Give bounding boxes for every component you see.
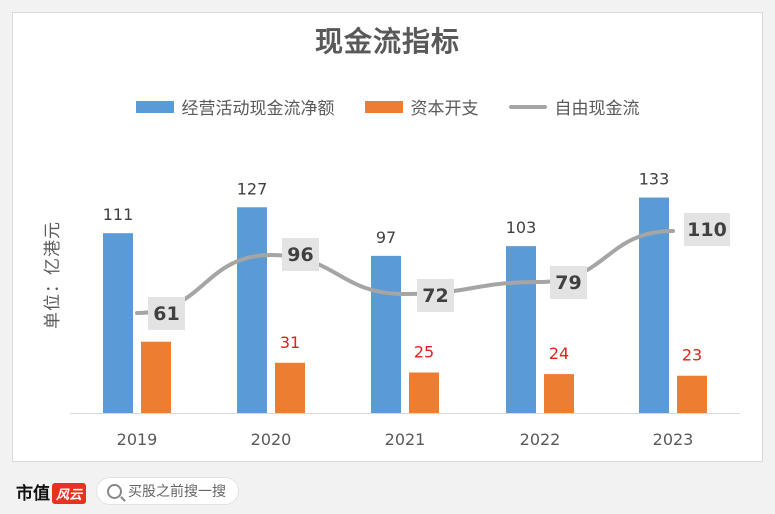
brand-logo: 风云 [52,482,87,504]
x-tick-label-2022: 2022 [520,430,561,449]
x-tick-label-2021: 2021 [385,430,426,449]
legend-label-capex: 资本开支 [410,99,479,119]
search-placeholder: 买股之前搜一搜 [128,484,227,500]
legend-label-operating-cashflow: 经营活动现金流净额 [181,99,335,119]
data-label-capex-2022: 24 [549,344,569,363]
data-label-free-cashflow-2019: 61 [153,303,179,325]
bar-capex-2022 [544,374,574,413]
data-label-capex-2021: 25 [414,343,434,362]
data-label-operating-cashflow-2023: 133 [639,170,670,189]
legend-item-free-cashflow: 自由现金流 [508,94,640,119]
bar-operating-cashflow-2020 [237,207,267,413]
x-tick-label-2020: 2020 [251,430,292,449]
data-label-capex-2023: 23 [682,346,702,365]
search-icon [107,483,123,499]
data-label-free-cashflow-2023: 110 [687,219,727,241]
data-label-operating-cashflow-2020: 127 [237,179,268,198]
bar-capex-2023 [677,375,707,413]
chart-legend: 经营活动现金流净额 资本开支 自由现金流 [0,94,775,119]
footer: 市值 风云 买股之前搜一搜 [0,468,775,514]
legend-swatch-capex [364,100,403,113]
data-label-capex-2020: 31 [280,333,300,352]
search-box[interactable]: 买股之前搜一搜 [96,477,240,505]
bar-capex-2020 [275,362,305,413]
legend-item-operating-cashflow: 经营活动现金流净额 [135,94,335,119]
bar-operating-cashflow-2021 [371,255,401,413]
legend-label-free-cashflow: 自由现金流 [554,99,640,119]
data-label-free-cashflow-2021: 72 [422,285,448,307]
bar-operating-cashflow-2022 [506,246,536,413]
chart-title: 现金流指标 [314,25,460,58]
legend-item-capex: 资本开支 [364,94,479,119]
x-tick-label-2019: 2019 [117,430,158,449]
data-label-free-cashflow-2020: 96 [287,244,313,266]
data-label-box-free-cashflow-2023 [684,213,730,246]
x-tick-label-2023: 2023 [653,430,694,449]
data-label-box-free-cashflow-2022 [550,266,587,299]
brand-text: 市值 [16,483,50,504]
brand-name: 市值 风云 [16,479,87,504]
legend-swatch-operating-cashflow [135,100,174,113]
data-label-box-free-cashflow-2021 [417,279,454,312]
data-label-box-free-cashflow-2020 [282,238,319,271]
data-label-free-cashflow-2022: 79 [555,272,581,294]
bar-capex-2019 [141,341,171,413]
bar-capex-2021 [409,372,439,413]
legend-swatch-free-cashflow [508,104,547,109]
data-label-operating-cashflow-2022: 103 [506,218,537,237]
data-label-operating-cashflow-2019: 111 [103,205,134,224]
line-free-cashflow [135,229,675,315]
data-label-box-free-cashflow-2019 [148,297,185,330]
data-label-operating-cashflow-2021: 97 [376,228,396,247]
bar-operating-cashflow-2019 [103,233,133,413]
